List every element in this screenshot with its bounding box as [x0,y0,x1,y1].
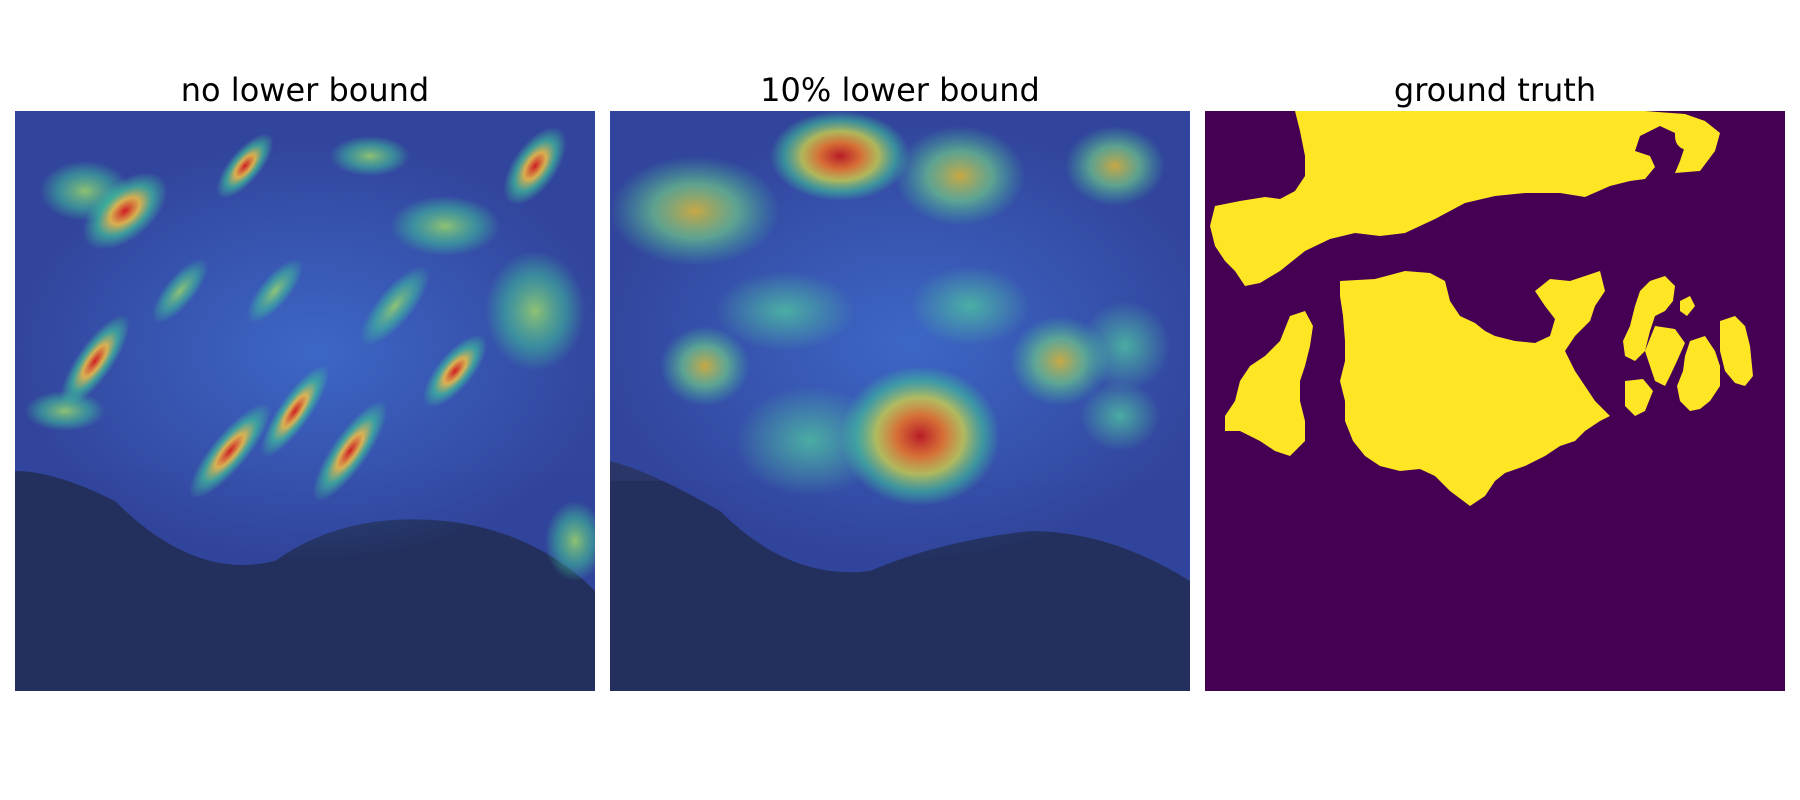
panel-title: ground truth [1393,71,1597,109]
heatmap-image-10-percent-lower-bound [610,111,1190,691]
ground-truth-mask [1205,111,1785,691]
panel-ground-truth: ground truth [1205,0,1785,800]
panel-title: no lower bound [180,71,430,109]
heatmap-image-no-lower-bound [15,111,595,691]
panel-no-lower-bound: no lower bound [15,0,595,800]
panel-title: 10% lower bound [760,71,1040,109]
panel-10-percent-lower-bound: 10% lower bound [610,0,1190,800]
